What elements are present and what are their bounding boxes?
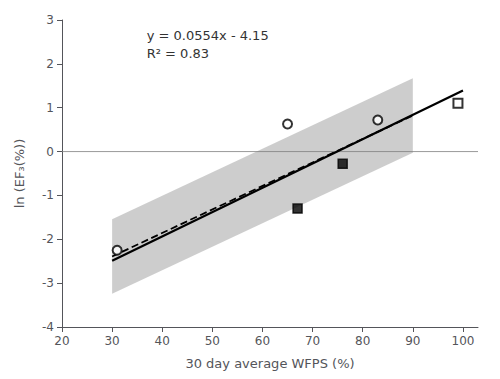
svg-text:30 day average WFPS (%): 30 day average WFPS (%) — [185, 356, 354, 371]
svg-text:30: 30 — [104, 334, 119, 348]
svg-text:20: 20 — [54, 334, 69, 348]
svg-text:R² = 0.83: R² = 0.83 — [147, 46, 209, 61]
svg-text:1: 1 — [46, 101, 54, 115]
svg-text:-1: -1 — [42, 188, 54, 202]
svg-text:90: 90 — [405, 334, 420, 348]
svg-text:70: 70 — [305, 334, 320, 348]
svg-text:80: 80 — [355, 334, 370, 348]
svg-text:0: 0 — [46, 145, 54, 159]
svg-text:-4: -4 — [42, 320, 54, 334]
svg-text:40: 40 — [155, 334, 170, 348]
svg-text:2: 2 — [46, 57, 54, 71]
svg-text:50: 50 — [205, 334, 220, 348]
svg-text:3: 3 — [46, 13, 54, 27]
svg-text:ln (EF₃(%)): ln (EF₃(%)) — [12, 139, 27, 209]
svg-text:-2: -2 — [42, 232, 54, 246]
svg-text:y = 0.0554x - 4.15: y = 0.0554x - 4.15 — [147, 28, 269, 43]
svg-text:-3: -3 — [42, 276, 54, 290]
svg-text:60: 60 — [255, 334, 270, 348]
svg-text:100: 100 — [452, 334, 475, 348]
